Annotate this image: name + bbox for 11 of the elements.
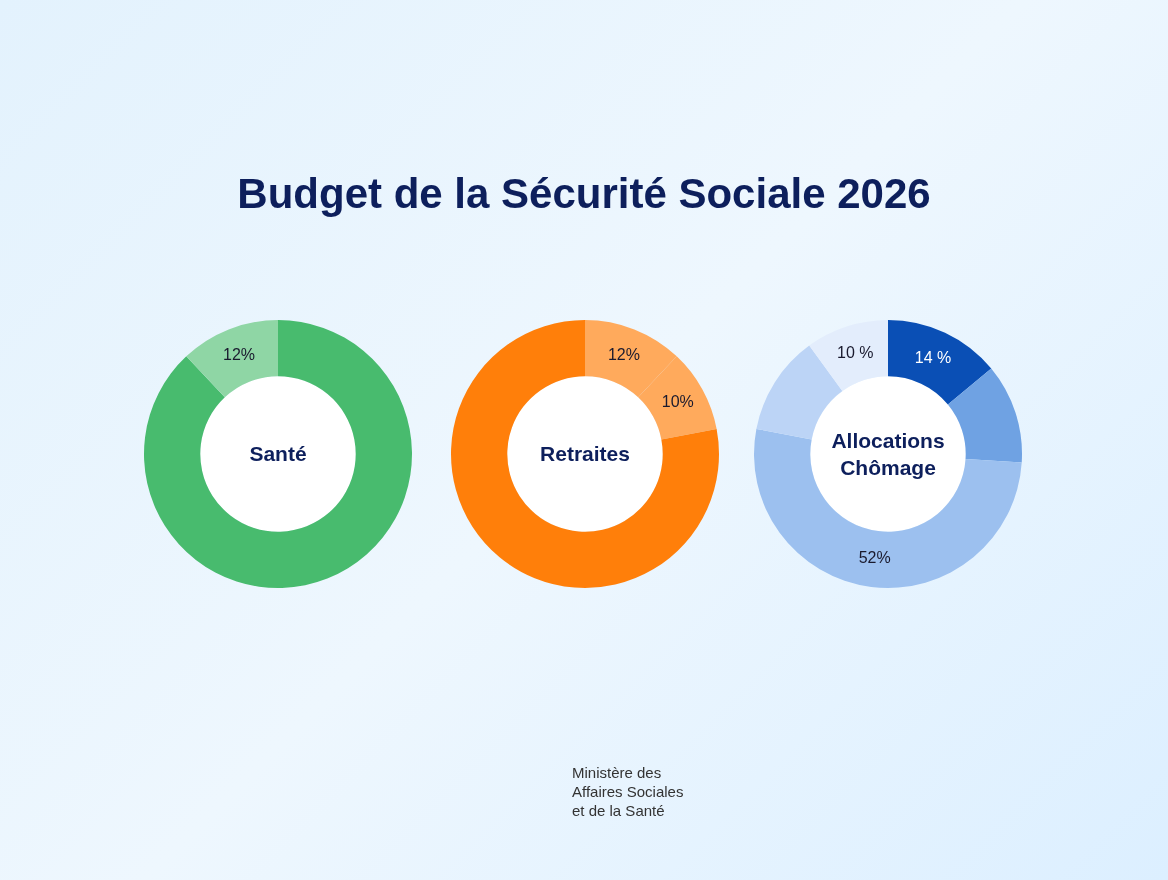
text: Budget de la Sécurité Sociale 2026 bbox=[236, 170, 932, 218]
text: Allocations Chômage bbox=[830, 427, 946, 481]
data-label: 12% bbox=[607, 345, 640, 363]
data-label: 10% bbox=[661, 393, 694, 411]
data-label: 10 % bbox=[837, 343, 874, 361]
data-label: 52% bbox=[858, 549, 891, 567]
text: Retraites bbox=[539, 441, 631, 468]
data-label: 14 % bbox=[914, 348, 952, 366]
text: Ministère des Affaires Sociales et de la Santé bbox=[572, 764, 685, 821]
data-label: 12% bbox=[223, 345, 256, 363]
text: Santé bbox=[248, 441, 308, 468]
